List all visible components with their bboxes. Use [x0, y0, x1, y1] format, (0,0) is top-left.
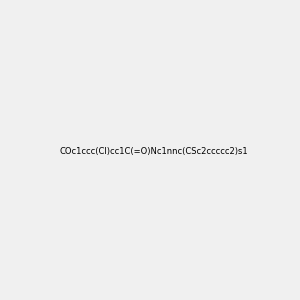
Text: COc1ccc(Cl)cc1C(=O)Nc1nnc(CSc2ccccc2)s1: COc1ccc(Cl)cc1C(=O)Nc1nnc(CSc2ccccc2)s1 — [59, 147, 248, 156]
